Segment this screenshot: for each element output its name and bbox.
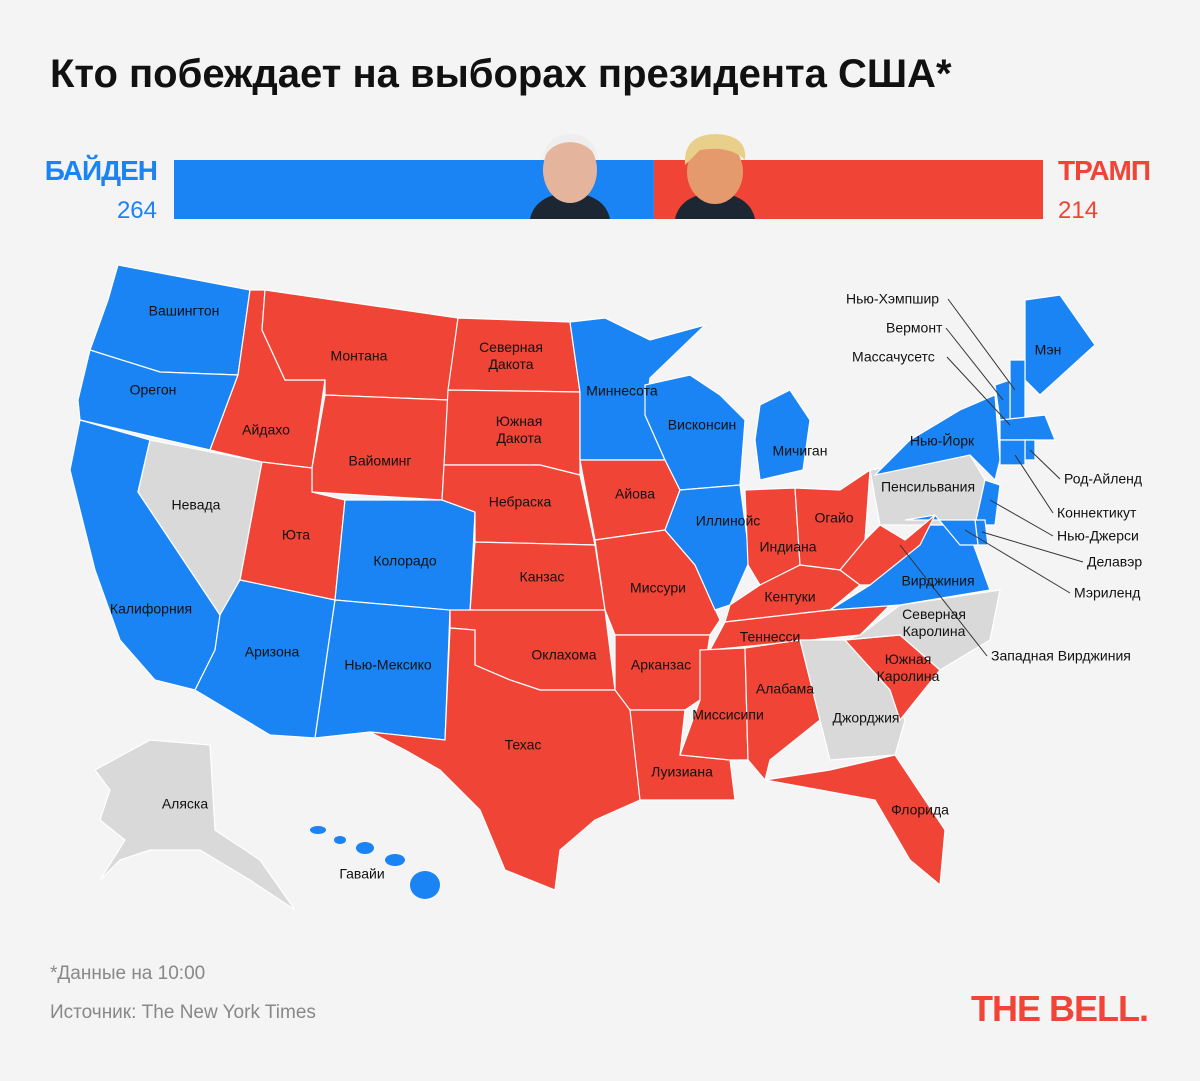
state-label: Айдахо: [242, 421, 290, 438]
state: [334, 836, 346, 844]
state-label: Гавайи: [339, 865, 385, 882]
state-label: Аляска: [161, 795, 209, 812]
title: Кто побеждает на выборах президента США*: [50, 52, 952, 96]
state-label: Монтана: [330, 347, 388, 364]
state-label: Нью-Джерси: [1057, 527, 1139, 544]
state-label: Алабама: [755, 680, 815, 697]
state: [974, 479, 1001, 526]
portrait-left: [530, 134, 610, 219]
state: [708, 604, 892, 651]
state-label: Мэн: [1034, 341, 1062, 358]
state-label: Орегон: [129, 381, 177, 398]
state: [369, 627, 641, 891]
state-label: Вайоминг: [348, 452, 412, 469]
state-label: Северная Каролина: [902, 606, 966, 639]
state-label: Миссисипи: [692, 706, 764, 723]
state-label: Кентуки: [764, 588, 816, 605]
state-label: Техас: [504, 736, 542, 753]
state-label: Северная Дакота: [479, 339, 543, 372]
leader-line: [981, 531, 1084, 563]
state-label: Нью-Йорк: [909, 432, 975, 449]
state-label: Нью-Хэмпшир: [846, 290, 940, 307]
state-label: Делавэр: [1087, 553, 1143, 570]
state-label: Миссури: [630, 579, 686, 596]
leader-line: [964, 529, 1071, 594]
state-label: Индиана: [759, 538, 817, 555]
state-label: Западная Вирджиния: [991, 647, 1131, 664]
state-label: Невада: [171, 496, 221, 513]
leader-line: [945, 327, 1004, 401]
state: [764, 754, 946, 887]
state-label: Пенсильвания: [880, 478, 976, 495]
left-name: БАЙДЕН: [44, 155, 158, 186]
right-votes: 214: [1058, 197, 1099, 224]
state: [334, 499, 476, 613]
portrait-right: [675, 134, 755, 219]
state: [356, 842, 374, 854]
state: [94, 739, 296, 911]
state-label: Юта: [281, 526, 311, 543]
state-label: Теннесси: [739, 628, 801, 645]
state-label: Иллинойс: [695, 512, 761, 529]
leader-line: [899, 544, 988, 657]
state-label: Флорида: [891, 801, 949, 818]
left-votes: 264: [116, 197, 157, 224]
logo: THE BELL.: [971, 988, 1149, 1029]
right-name: ТРАМП: [1058, 155, 1151, 186]
state-label: Нью-Мексико: [344, 656, 432, 673]
state: [999, 414, 1056, 441]
state-label: Мичиган: [772, 442, 828, 459]
state-label: Южная Дакота: [495, 413, 543, 446]
leader-line: [1029, 449, 1061, 480]
note: *Данные на 10:00: [50, 963, 206, 984]
state: [1009, 359, 1026, 421]
state-label: Огайо: [814, 509, 854, 526]
state-label: Джорджия: [832, 709, 900, 726]
leader-line: [946, 356, 1011, 426]
state-label: Оклахома: [531, 646, 597, 663]
leader-line: [989, 499, 1054, 537]
leader-line: [947, 298, 1016, 391]
state: [754, 389, 811, 481]
state-label: Вашингтон: [148, 302, 220, 319]
state: [999, 439, 1026, 466]
state: [629, 709, 736, 801]
state-label: Луизиана: [651, 763, 713, 780]
state: [311, 394, 449, 501]
state: [904, 514, 979, 546]
state: [385, 854, 405, 866]
state: [839, 514, 936, 586]
source: Источник: The New York Times: [50, 1002, 316, 1023]
state-label: Мэриленд: [1074, 584, 1141, 601]
state: [310, 826, 326, 834]
state-label: Калифорния: [109, 600, 193, 617]
state-label: Аризона: [244, 643, 300, 660]
state-label: Колорадо: [373, 552, 437, 569]
state-label: Вермонт: [886, 319, 943, 336]
leader-line: [1014, 454, 1054, 514]
state-label: Род-Айленд: [1064, 470, 1143, 487]
state-label: Южная Каролина: [876, 651, 940, 684]
state-label: Висконсин: [667, 416, 737, 433]
state-label: Небраска: [488, 493, 552, 510]
state-label: Вирджиния: [901, 572, 975, 589]
state: [664, 484, 751, 611]
state-label: Айова: [614, 485, 656, 502]
state-label: Массачусетс: [852, 348, 935, 365]
state: [873, 394, 1001, 482]
state-label: Канзас: [519, 568, 565, 585]
state-label: Миннесота: [586, 382, 658, 399]
state-label: Арканзас: [630, 656, 692, 673]
state-label: Коннектикут: [1057, 504, 1137, 521]
state: [410, 871, 440, 899]
